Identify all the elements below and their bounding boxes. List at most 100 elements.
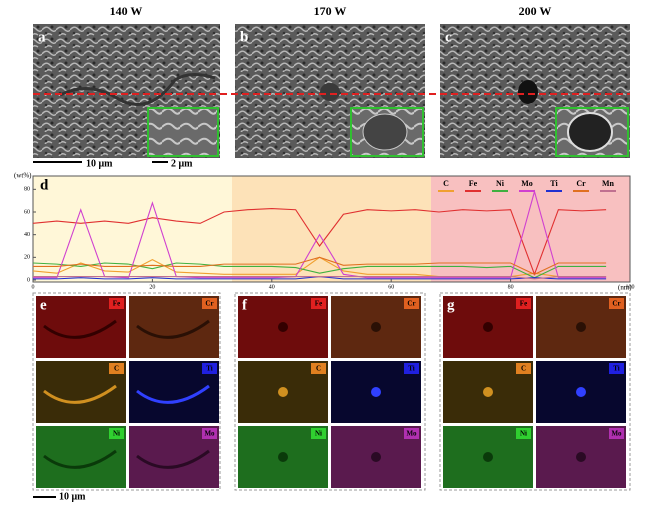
feature xyxy=(483,387,493,397)
legend-label: Fe xyxy=(469,179,478,188)
feature xyxy=(371,322,381,332)
element-tag xyxy=(109,363,124,374)
element-label: Ni xyxy=(315,430,322,438)
series-line xyxy=(33,189,607,279)
element-tag xyxy=(311,428,326,439)
feature xyxy=(278,322,288,332)
element-label: Ti xyxy=(613,365,620,373)
element-tag xyxy=(202,298,217,309)
element-tag xyxy=(404,363,419,374)
feature xyxy=(576,387,586,397)
element-tag xyxy=(311,298,326,309)
element-label: Mo xyxy=(204,430,215,438)
element-tag xyxy=(404,298,419,309)
feature xyxy=(43,319,117,339)
panel-label: c xyxy=(445,29,452,45)
legend-label: C xyxy=(443,179,449,188)
crack xyxy=(59,73,216,106)
x-axis-label: (nm) xyxy=(618,284,632,292)
element-tag xyxy=(311,363,326,374)
feature xyxy=(576,452,586,462)
power-label: 170 W xyxy=(314,4,347,18)
particle xyxy=(518,80,538,104)
power-label: 140 W xyxy=(110,4,143,18)
map-block xyxy=(234,292,426,491)
x-tick-label: 80 xyxy=(508,284,514,290)
x-tick-label: 0 xyxy=(32,284,35,290)
feature xyxy=(371,387,381,397)
element-label: Ni xyxy=(113,430,120,438)
panel-label: e xyxy=(40,297,47,313)
eds-maps: Fe Cr C Ti Ni Mo e Fe Cr C Ti Ni Mo f Fe Cr C Ti Ni Mo g xyxy=(32,292,631,491)
element-tag xyxy=(516,428,531,439)
legend-label: Mn xyxy=(602,179,615,188)
feature xyxy=(136,449,210,469)
element-tag xyxy=(109,298,124,309)
series-line xyxy=(32,208,607,276)
element-label: Mo xyxy=(611,430,622,438)
element-tag xyxy=(202,428,217,439)
series-line xyxy=(33,256,607,275)
series-line xyxy=(33,276,607,280)
feature xyxy=(278,387,288,397)
feature xyxy=(136,319,210,339)
element-tag xyxy=(202,363,217,374)
element-label: Cr xyxy=(205,300,213,308)
element-label: C xyxy=(114,365,119,373)
x-tick-label: 60 xyxy=(388,284,394,290)
y-axis-label: (wt%) xyxy=(14,172,32,180)
chart-frame xyxy=(32,175,631,283)
element-tag xyxy=(609,428,624,439)
y-tick-label: 80 xyxy=(24,187,30,193)
x-tick-label: 40 xyxy=(269,284,275,290)
inset xyxy=(147,107,219,157)
feature xyxy=(136,384,210,404)
scale-text: 10 μm xyxy=(86,158,113,169)
element-tag xyxy=(516,298,531,309)
feature xyxy=(43,384,117,404)
panel-label: a xyxy=(38,29,46,45)
element-label: Cr xyxy=(407,300,415,308)
element-label: Fe xyxy=(315,300,322,308)
element-label: Ni xyxy=(520,430,527,438)
y-tick-label: 60 xyxy=(24,209,30,215)
feature xyxy=(278,452,288,462)
legend-label: Ti xyxy=(550,179,558,188)
element-tag xyxy=(109,428,124,439)
linescan-chart: (wt%) (nm) d 0 20 40 60 80 0 20 40 60 80 100 C Fe Ni M… xyxy=(14,172,635,292)
panel-label: f xyxy=(242,297,248,313)
element-label: Fe xyxy=(520,300,527,308)
element-label: Cr xyxy=(612,300,620,308)
y-tick-label: 40 xyxy=(24,232,30,238)
sem-row: 140 W 170 W 200 W a b c 10 μm 2 μm xyxy=(33,4,630,169)
particle xyxy=(320,83,340,101)
legend-label: Cr xyxy=(576,179,586,188)
element-label: C xyxy=(316,365,321,373)
series-line xyxy=(32,262,607,279)
feature xyxy=(371,452,381,462)
panel-label: d xyxy=(40,177,49,193)
feature xyxy=(483,452,493,462)
element-tag xyxy=(516,363,531,374)
element-tag xyxy=(609,298,624,309)
y-tick-label: 0 xyxy=(27,277,30,283)
particle xyxy=(362,113,408,151)
power-label: 200 W xyxy=(519,4,552,18)
x-tick-label: 100 xyxy=(626,284,635,290)
legend-label: Mo xyxy=(521,179,533,188)
map-block xyxy=(32,292,221,491)
scale-text: 10 μm xyxy=(59,491,86,502)
element-tag xyxy=(404,428,419,439)
legend-label: Ni xyxy=(496,179,505,188)
element-label: Fe xyxy=(113,300,120,308)
feature xyxy=(43,449,117,469)
panel-label: g xyxy=(447,297,455,313)
scale-text: 2 μm xyxy=(171,158,193,169)
feature xyxy=(483,322,493,332)
y-tick-label: 20 xyxy=(24,255,30,261)
map-block xyxy=(439,292,631,491)
particle xyxy=(567,112,613,152)
element-label: Ti xyxy=(408,365,415,373)
panel-label: b xyxy=(240,29,248,45)
